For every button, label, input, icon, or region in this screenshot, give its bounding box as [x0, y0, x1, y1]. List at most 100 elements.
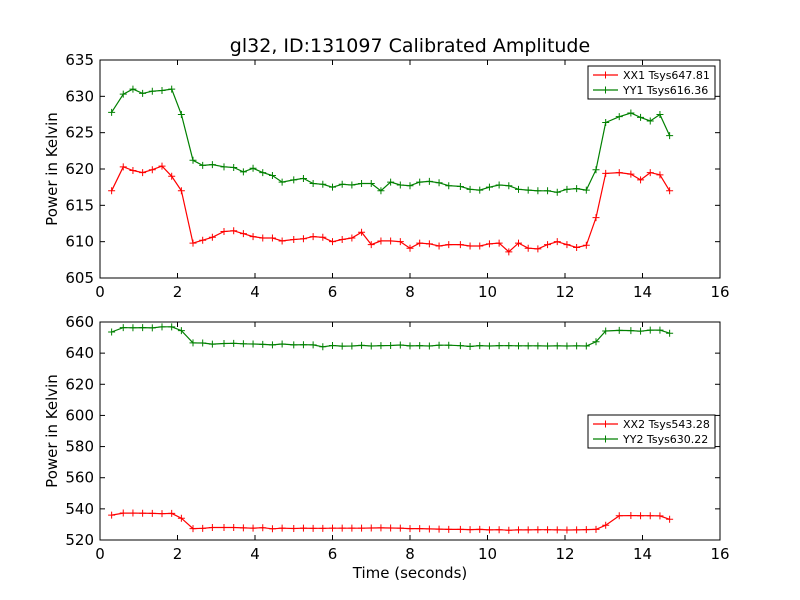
- data-point: [553, 342, 561, 350]
- data-point: [259, 234, 267, 242]
- data-point: [582, 342, 590, 350]
- data-point: [615, 113, 623, 121]
- data-point: [406, 525, 414, 533]
- y-tick-label: 520: [65, 531, 94, 549]
- data-point: [220, 339, 228, 347]
- data-point: [544, 241, 552, 249]
- data-point: [158, 87, 166, 95]
- data-point: [476, 242, 484, 250]
- data-point: [476, 342, 484, 350]
- data-point: [278, 340, 286, 348]
- legend-marker: [602, 435, 609, 443]
- data-point: [358, 228, 366, 236]
- chart-title: gl32, ID:131097 Calibrated Amplitude: [230, 35, 590, 57]
- x-tick-label: 6: [328, 545, 338, 563]
- data-point: [524, 186, 532, 194]
- data-point: [208, 161, 216, 169]
- data-point: [544, 526, 552, 534]
- data-point: [466, 342, 474, 350]
- data-point: [553, 188, 561, 196]
- data-point: [299, 174, 307, 182]
- x-tick-label: 14: [633, 283, 652, 301]
- x-tick-label: 6: [328, 283, 338, 301]
- data-point: [290, 235, 298, 243]
- data-point: [177, 327, 185, 335]
- data-point: [485, 342, 493, 350]
- data-point: [290, 341, 298, 349]
- data-point: [637, 176, 645, 184]
- data-point: [148, 87, 156, 95]
- data-point: [329, 342, 336, 350]
- data-point: [268, 525, 276, 533]
- data-point: [377, 524, 385, 532]
- data-point: [563, 526, 571, 534]
- data-point: [602, 118, 610, 126]
- data-point: [456, 182, 464, 190]
- data-point: [249, 233, 257, 241]
- data-point: [129, 85, 137, 93]
- data-point: [299, 235, 307, 243]
- data-point: [189, 156, 197, 164]
- y-tick-label: 640: [65, 344, 94, 362]
- data-point: [338, 180, 346, 188]
- data-point: [425, 342, 433, 350]
- x-tick-label: 2: [173, 545, 183, 563]
- data-point: [148, 324, 156, 332]
- data-point: [108, 108, 116, 116]
- data-point: [230, 164, 238, 172]
- legend-entry: XX2 Tsys543.28: [623, 418, 710, 431]
- data-point: [563, 185, 571, 193]
- data-point: [627, 109, 635, 117]
- data-point: [602, 327, 610, 335]
- data-point: [646, 117, 654, 125]
- data-point: [656, 111, 664, 118]
- y-tick-label: 605: [65, 269, 94, 287]
- x-tick-label: 16: [710, 283, 729, 301]
- data-point: [119, 509, 127, 517]
- data-point: [158, 323, 166, 331]
- y-tick-label: 660: [65, 313, 94, 331]
- data-point: [582, 186, 590, 194]
- data-point: [387, 178, 395, 186]
- data-point: [592, 338, 600, 346]
- data-point: [299, 524, 307, 532]
- data-point: [573, 185, 581, 193]
- data-point: [139, 169, 147, 177]
- data-point: [278, 524, 286, 532]
- data-point: [396, 524, 404, 532]
- data-point: [602, 521, 610, 529]
- data-point: [476, 186, 484, 194]
- y-tick-label: 560: [65, 469, 94, 487]
- data-point: [544, 342, 552, 350]
- data-point: [505, 526, 513, 534]
- data-point: [573, 526, 581, 534]
- data-point: [189, 239, 197, 247]
- y-tick-label: 580: [65, 438, 94, 456]
- data-point: [425, 240, 433, 248]
- data-point: [666, 515, 674, 523]
- data-point: [627, 327, 635, 335]
- data-point: [268, 172, 276, 180]
- data-point: [445, 341, 453, 349]
- x-tick-label: 4: [250, 283, 260, 301]
- data-point: [168, 509, 176, 517]
- data-point: [406, 244, 414, 252]
- data-point: [534, 245, 542, 253]
- data-point: [220, 227, 228, 235]
- data-point: [495, 181, 503, 189]
- y-tick-label: 600: [65, 406, 94, 424]
- y-tick-label: 610: [65, 233, 94, 251]
- data-point: [466, 242, 474, 250]
- data-point: [290, 176, 298, 184]
- data-point: [199, 236, 207, 244]
- data-point: [553, 238, 561, 246]
- data-point: [177, 514, 185, 522]
- data-point: [377, 187, 385, 195]
- data-point: [615, 326, 623, 334]
- legend-marker: [602, 71, 609, 79]
- data-point: [637, 113, 645, 121]
- data-point: [108, 187, 116, 195]
- data-point: [189, 339, 197, 347]
- data-point: [416, 178, 424, 186]
